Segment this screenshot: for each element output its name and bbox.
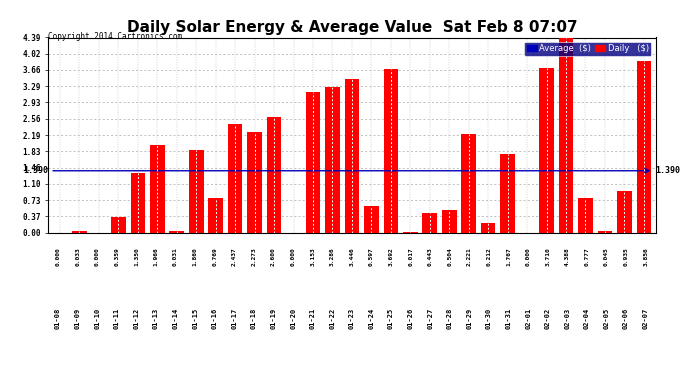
Text: 0.017: 0.017 <box>408 248 413 266</box>
Text: 01-22: 01-22 <box>329 308 335 329</box>
Bar <box>422 213 437 232</box>
Text: 0.033: 0.033 <box>75 248 80 266</box>
Text: 01-21: 01-21 <box>310 308 316 329</box>
Bar <box>578 198 593 232</box>
Text: 3.286: 3.286 <box>330 248 335 266</box>
Text: 01-23: 01-23 <box>349 308 355 329</box>
Text: 0.000: 0.000 <box>56 248 61 266</box>
Bar <box>130 172 145 232</box>
Text: 2.437: 2.437 <box>232 248 237 266</box>
Text: 02-07: 02-07 <box>642 308 649 329</box>
Bar <box>636 61 651 232</box>
Text: 01-11: 01-11 <box>114 308 120 329</box>
Text: 01-13: 01-13 <box>153 308 159 329</box>
Text: 0.000: 0.000 <box>526 248 531 266</box>
Bar <box>462 134 476 232</box>
Text: Copyright 2014 Cartronics.com: Copyright 2014 Cartronics.com <box>48 32 182 41</box>
Text: 01-12: 01-12 <box>133 308 139 329</box>
Bar <box>247 132 262 232</box>
Text: 01-16: 01-16 <box>212 308 218 329</box>
Text: 01-15: 01-15 <box>193 308 198 329</box>
Text: 1.390: 1.390 <box>656 166 680 175</box>
Text: 01-18: 01-18 <box>251 308 257 329</box>
Text: 3.446: 3.446 <box>349 248 355 266</box>
Bar <box>208 198 223 232</box>
Text: 01-08: 01-08 <box>55 308 61 329</box>
Text: 3.153: 3.153 <box>310 248 315 266</box>
Bar <box>267 117 282 232</box>
Bar <box>344 80 359 232</box>
Text: 0.031: 0.031 <box>173 248 178 266</box>
Text: 4.388: 4.388 <box>565 248 570 266</box>
Text: 01-25: 01-25 <box>388 308 394 329</box>
Text: 1.390: 1.390 <box>23 166 48 175</box>
Text: 01-27: 01-27 <box>427 308 433 329</box>
Text: 01-20: 01-20 <box>290 308 296 329</box>
Text: 2.273: 2.273 <box>251 248 257 266</box>
Text: 02-03: 02-03 <box>564 308 571 329</box>
Text: 0.777: 0.777 <box>584 248 589 266</box>
Text: 01-17: 01-17 <box>231 308 237 329</box>
Text: 02-04: 02-04 <box>584 308 590 329</box>
Text: 0.597: 0.597 <box>369 248 374 266</box>
Text: 0.935: 0.935 <box>624 248 629 266</box>
Bar <box>481 223 495 232</box>
Text: 0.504: 0.504 <box>447 248 453 266</box>
Text: 0.359: 0.359 <box>115 248 119 266</box>
Bar <box>539 68 554 232</box>
Bar <box>189 150 204 232</box>
Text: 01-30: 01-30 <box>486 308 492 329</box>
Text: 01-14: 01-14 <box>172 308 179 329</box>
Text: 02-01: 02-01 <box>525 308 531 329</box>
Bar <box>500 154 515 232</box>
Text: 1.767: 1.767 <box>506 248 511 266</box>
Text: 01-24: 01-24 <box>368 308 375 329</box>
Text: 2.600: 2.600 <box>271 248 276 266</box>
Text: 01-19: 01-19 <box>270 308 277 329</box>
Bar <box>306 93 320 232</box>
Text: 3.692: 3.692 <box>388 248 393 266</box>
Bar <box>325 87 339 232</box>
Text: 02-06: 02-06 <box>623 308 629 329</box>
Text: 02-05: 02-05 <box>604 308 609 329</box>
Text: 01-28: 01-28 <box>447 308 453 329</box>
Bar <box>150 145 165 232</box>
Text: 01-09: 01-09 <box>75 308 81 329</box>
Text: 0.000: 0.000 <box>290 248 295 266</box>
Text: 3.710: 3.710 <box>545 248 550 266</box>
Bar <box>364 206 379 232</box>
Bar <box>598 231 612 232</box>
Text: 0.443: 0.443 <box>428 248 433 266</box>
Bar <box>559 38 573 232</box>
Text: 1.860: 1.860 <box>193 248 198 266</box>
Legend: Average  ($), Daily   ($): Average ($), Daily ($) <box>524 42 651 56</box>
Bar <box>111 216 126 232</box>
Text: 01-31: 01-31 <box>506 308 511 329</box>
Text: 01-26: 01-26 <box>408 308 414 329</box>
Text: 01-10: 01-10 <box>95 308 100 329</box>
Bar <box>72 231 87 232</box>
Text: 0.212: 0.212 <box>486 248 491 266</box>
Bar <box>228 124 242 232</box>
Bar <box>442 210 457 232</box>
Text: 2.221: 2.221 <box>467 248 472 266</box>
Bar <box>384 69 398 232</box>
Text: 02-02: 02-02 <box>545 308 551 329</box>
Text: 3.856: 3.856 <box>643 248 648 266</box>
Text: 0.769: 0.769 <box>213 248 217 266</box>
Text: 0.000: 0.000 <box>95 248 100 266</box>
Bar <box>617 191 631 232</box>
Text: 1.966: 1.966 <box>154 248 159 266</box>
Text: 01-29: 01-29 <box>466 308 473 329</box>
Title: Daily Solar Energy & Average Value  Sat Feb 8 07:07: Daily Solar Energy & Average Value Sat F… <box>126 20 578 35</box>
Text: 1.350: 1.350 <box>134 248 139 266</box>
Text: 0.045: 0.045 <box>604 248 609 266</box>
Bar <box>170 231 184 232</box>
